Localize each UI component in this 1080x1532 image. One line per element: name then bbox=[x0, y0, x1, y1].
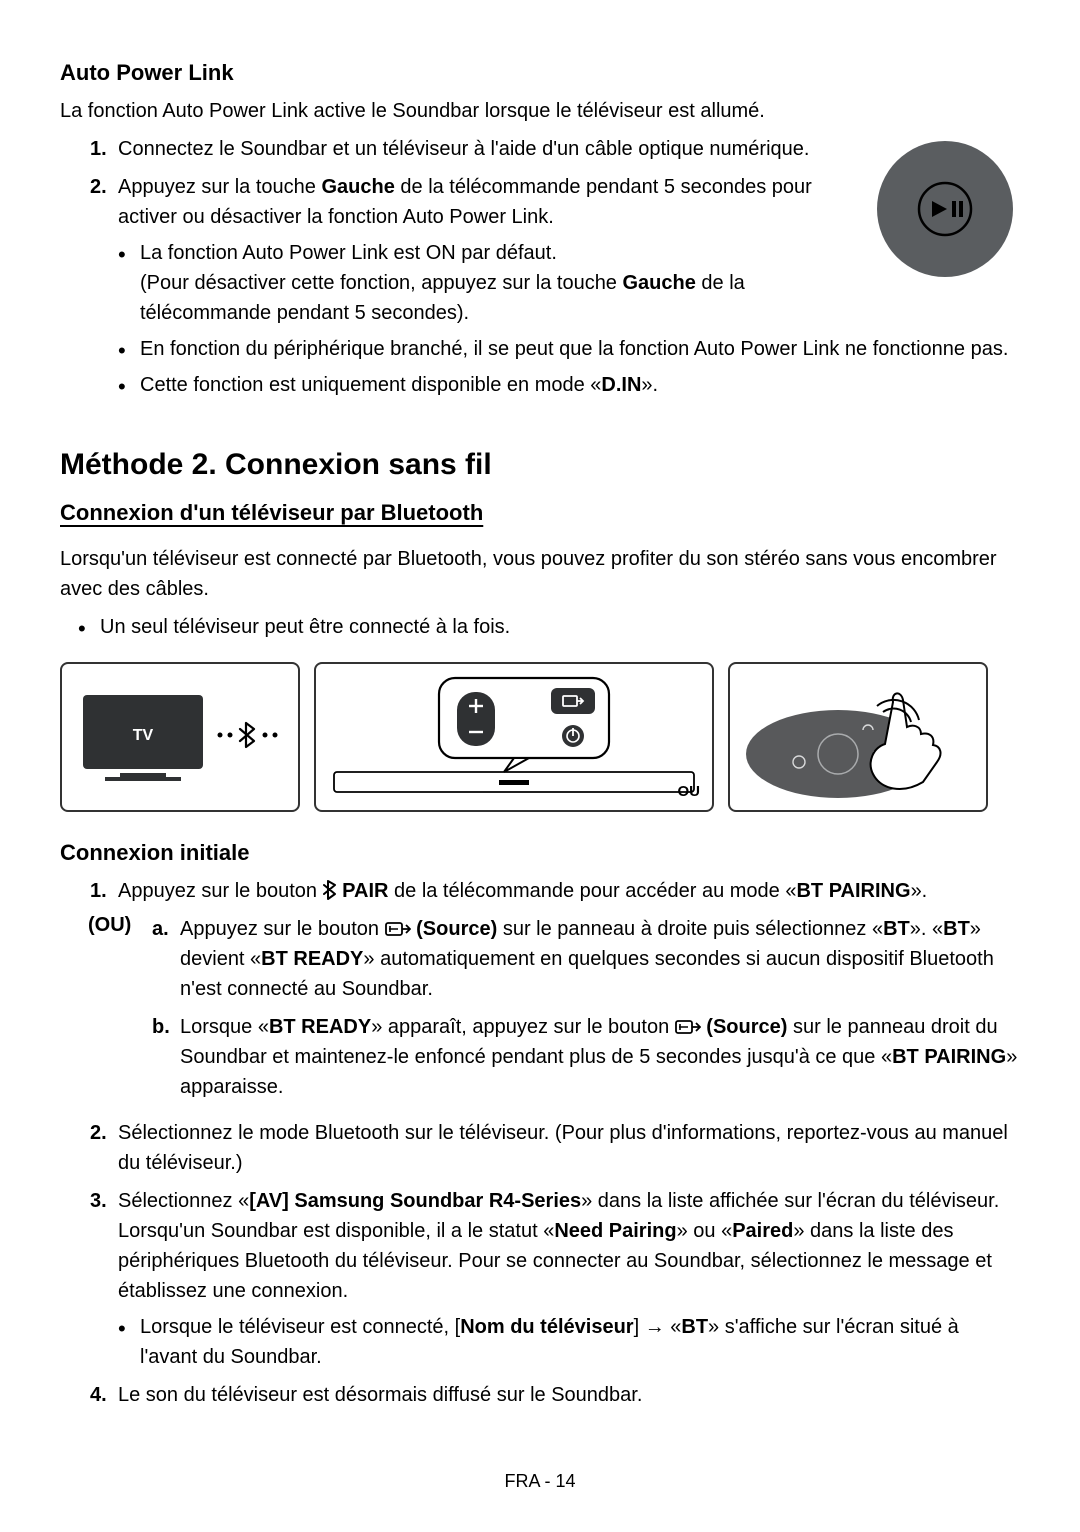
init-step-3-sub: Lorsque le téléviseur est connecté, [Nom… bbox=[118, 1312, 1020, 1372]
initial-connection-list: Appuyez sur le bouton PAIR de la télécom… bbox=[90, 876, 1020, 906]
init-step-3: Sélectionnez «[AV] Samsung Soundbar R4-S… bbox=[90, 1186, 1020, 1372]
init-step-2: Sélectionnez le mode Bluetooth sur le té… bbox=[90, 1118, 1020, 1178]
apl-step-1: Connectez le Soundbar et un téléviseur à… bbox=[90, 134, 1020, 164]
initial-connection-title: Connexion initiale bbox=[60, 840, 1020, 866]
bt-intro: Lorsqu'un téléviseur est connecté par Bl… bbox=[60, 544, 1020, 604]
method-2-heading: Méthode 2. Connexion sans fil bbox=[60, 448, 1020, 482]
figure-remote: OU bbox=[314, 662, 714, 812]
apl-bullet-1: La fonction Auto Power Link est ON par d… bbox=[118, 238, 1020, 328]
figure-touch bbox=[728, 662, 988, 812]
init-step-4: Le son du téléviseur est désormais diffu… bbox=[90, 1380, 1020, 1410]
apl-step-2: Appuyez sur la touche Gauche de la téléc… bbox=[90, 172, 1020, 400]
bt-note: Un seul téléviseur peut être connecté à … bbox=[78, 612, 1020, 642]
auto-power-link-intro: La fonction Auto Power Link active le So… bbox=[60, 96, 1020, 126]
apl-bullet-2: En fonction du périphérique branché, il … bbox=[118, 334, 1020, 364]
apl-bullet-3: Cette fonction est uniquement disponible… bbox=[118, 370, 1020, 400]
figure-tv: TV bbox=[60, 662, 300, 812]
auto-power-link-steps: Connectez le Soundbar et un téléviseur à… bbox=[90, 134, 1020, 400]
svg-text:TV: TV bbox=[133, 727, 154, 744]
init-alt-a: Appuyez sur le bouton (Source) sur le pa… bbox=[152, 914, 1020, 1004]
initial-connection-list-cont: Sélectionnez le mode Bluetooth sur le té… bbox=[90, 1118, 1020, 1410]
bluetooth-icon bbox=[323, 880, 337, 900]
ou-badge: OU bbox=[678, 783, 701, 800]
ou-label: (OU) bbox=[88, 914, 140, 1110]
init-step-1: Appuyez sur le bouton PAIR de la télécom… bbox=[90, 876, 1020, 906]
connection-figure-row: TV bbox=[60, 662, 1020, 812]
source-icon bbox=[385, 920, 411, 938]
page-footer: FRA - 14 bbox=[60, 1471, 1020, 1492]
init-alt-b: Lorsque «BT READY» apparaît, appuyez sur… bbox=[152, 1012, 1020, 1102]
ou-alternative-row: (OU) Appuyez sur le bouton (Source) sur … bbox=[88, 914, 1020, 1110]
bt-connection-title: Connexion d'un téléviseur par Bluetooth bbox=[60, 500, 1020, 526]
auto-power-link-title: Auto Power Link bbox=[60, 60, 1020, 86]
source-icon bbox=[675, 1018, 701, 1036]
section-auto-power-link: Auto Power Link La fonction Auto Power L… bbox=[60, 60, 1020, 408]
